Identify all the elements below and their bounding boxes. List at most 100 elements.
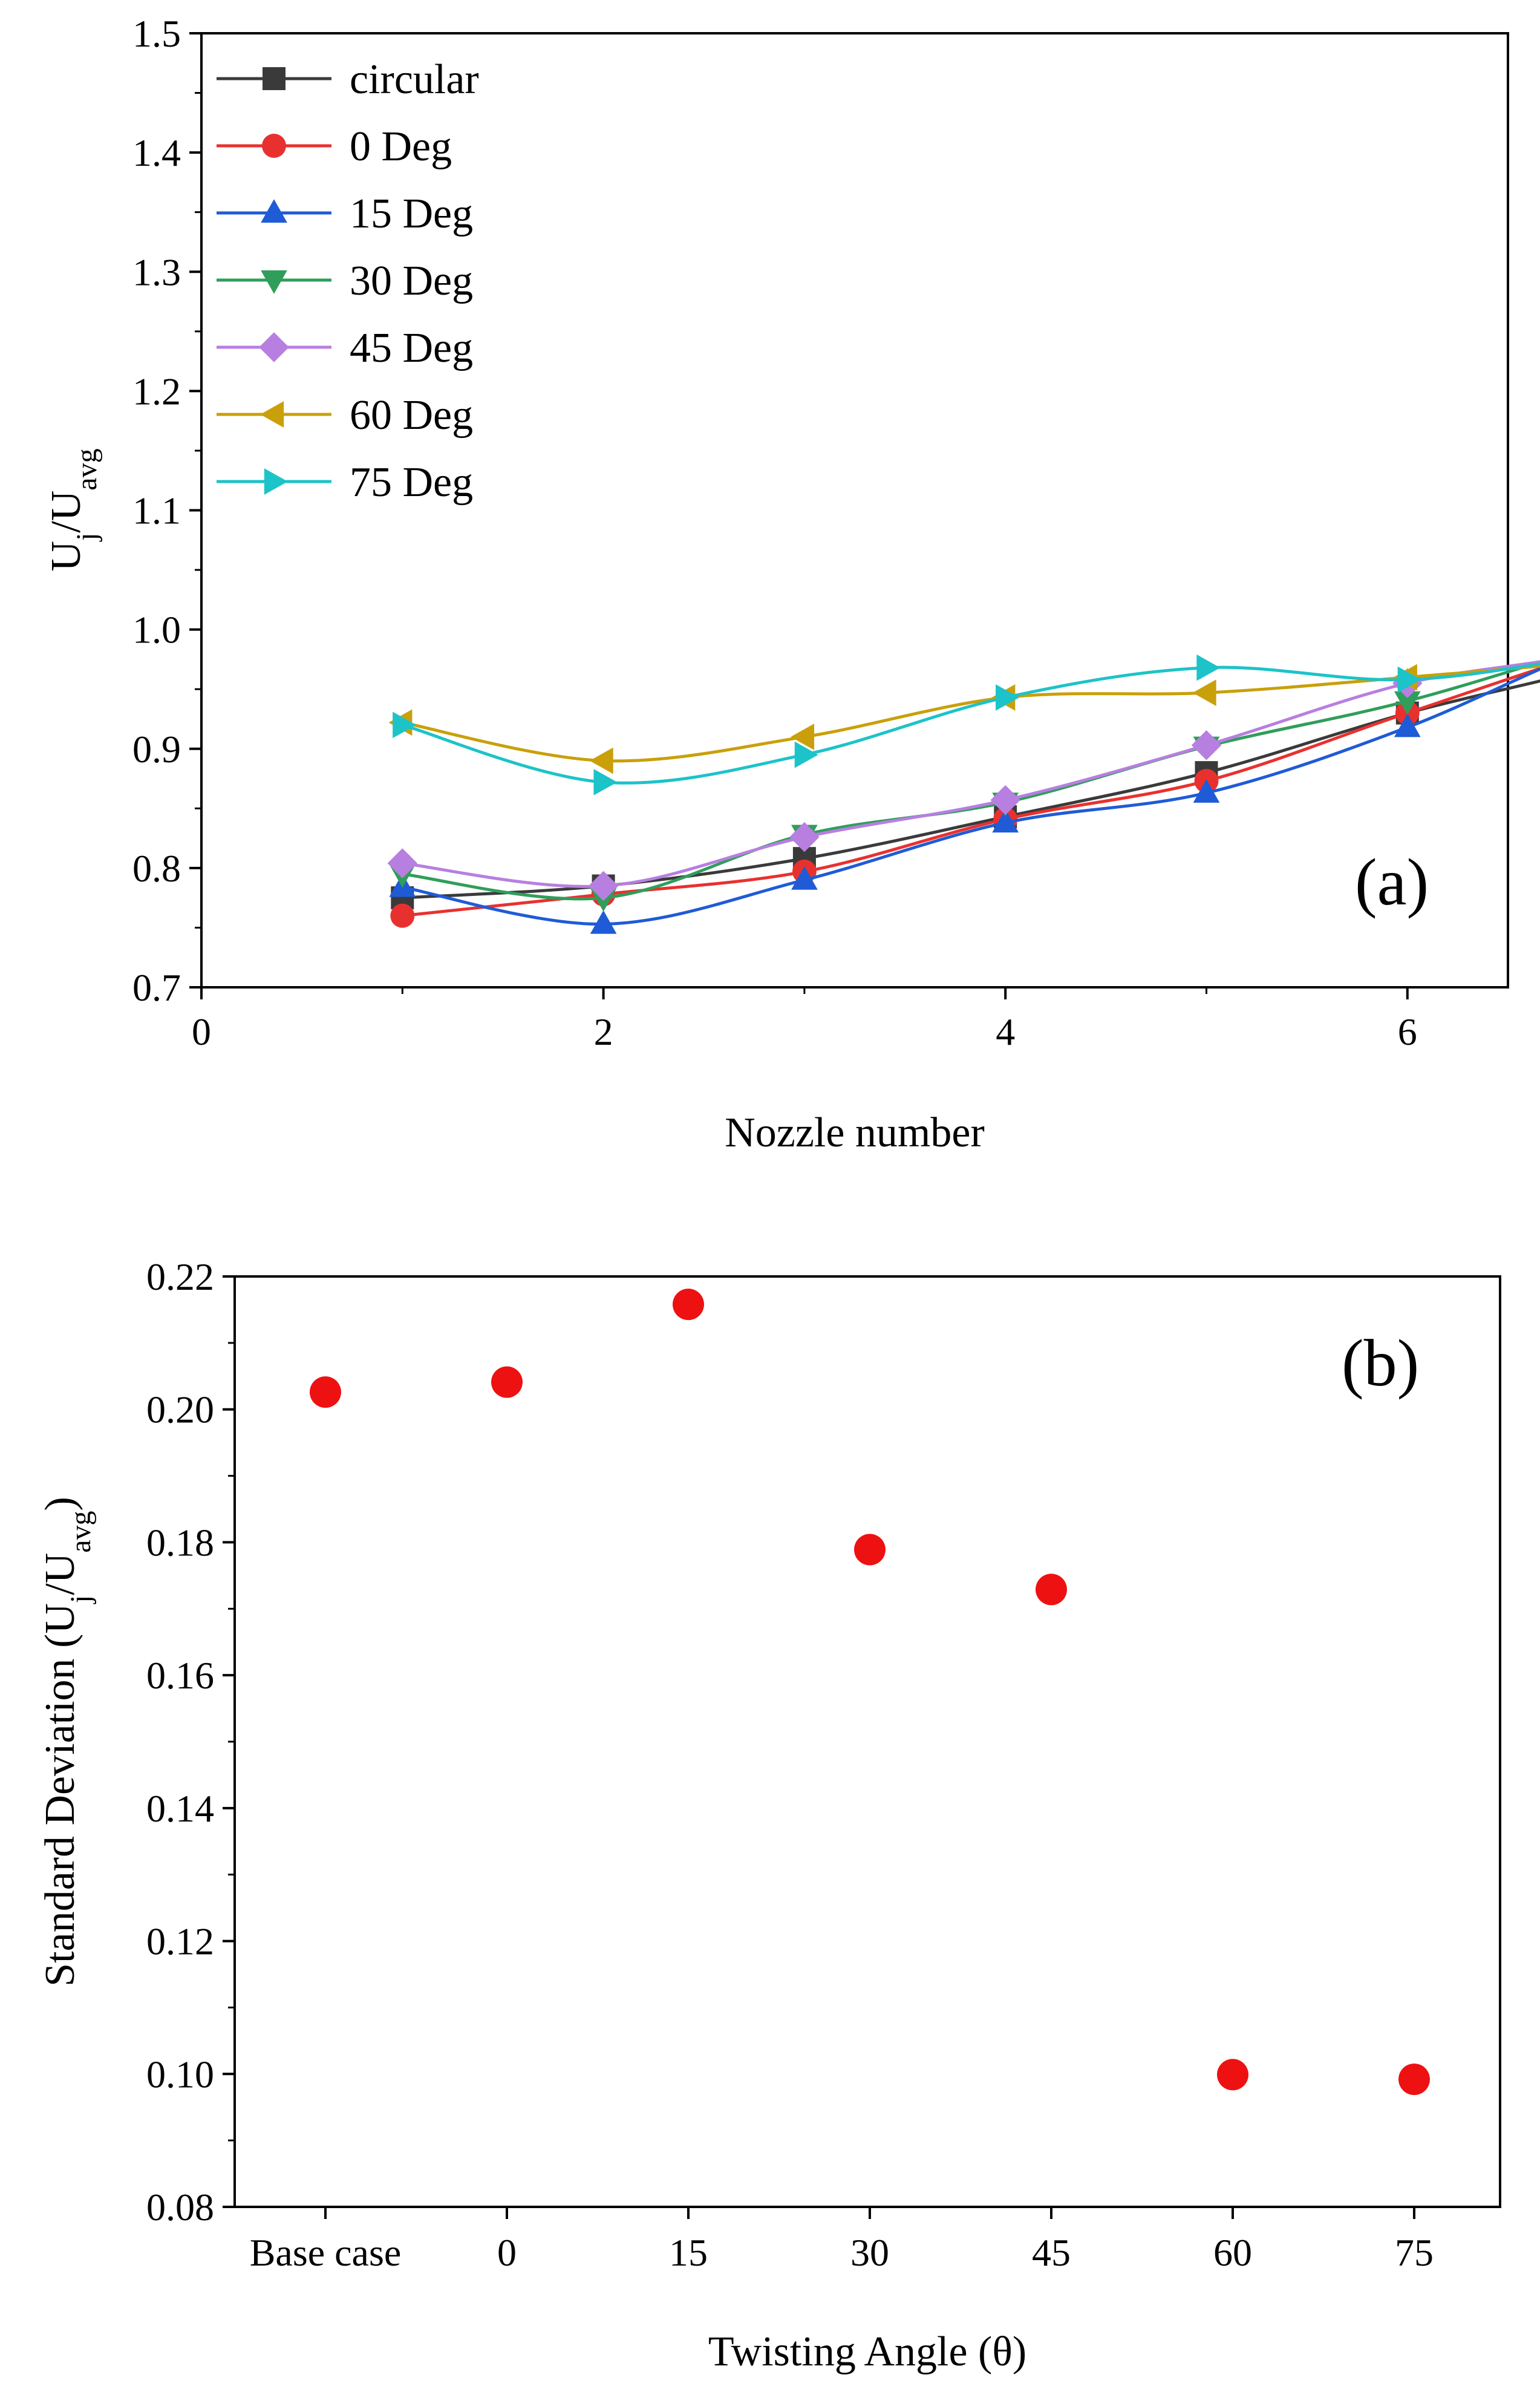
legend-label: circular [350,56,479,103]
legend-label: 0 Deg [350,123,452,170]
y-tick-label: 0.18 [146,1521,214,1564]
data-point [992,809,1019,833]
data-point [588,871,619,901]
y-tick-label: 0.22 [146,1255,214,1298]
y-tick-label: 0.10 [146,2053,214,2096]
panel-b-label: (b) [1342,1326,1419,1400]
data-point [1398,2064,1430,2096]
data-point [996,684,1019,711]
data-point [1217,2059,1248,2091]
series-line [402,664,1540,763]
x-tick-label: Base case [250,2231,402,2274]
legend-item: 45 Deg [217,325,473,371]
data-point [310,1376,341,1408]
panel-a-ticks: 0.70.80.91.01.11.21.31.41.5024681012 [132,12,1417,1053]
data-point [1036,1573,1067,1606]
legend-marker [259,332,289,362]
data-point [387,848,417,878]
legend-item: 30 Deg [217,258,473,304]
x-tick-label: 6 [1398,1010,1417,1053]
panel-a-x-axis-label: Nozzle number [725,1109,985,1156]
x-tick-label: 75 [1395,2231,1434,2274]
panel-b-points [310,1289,1430,2096]
legend-label: 45 Deg [350,325,473,371]
data-point [1196,654,1221,681]
panel-a-y-axis-label: Uj/Uavg [43,448,103,571]
y-tick-label: 0.08 [146,2186,214,2229]
data-point [1394,713,1421,737]
data-point [789,822,820,852]
x-tick-label: 0 [497,2231,517,2274]
data-point [593,769,618,796]
data-point [1192,679,1216,706]
panel-a-plot-frame [200,32,1509,988]
panel-a-label-background [1313,811,1488,962]
data-point [393,711,417,739]
series-circular [391,679,1540,910]
data-point [854,1534,886,1566]
legend-item: 75 Deg [217,459,473,506]
x-tick-label: 0 [192,1010,211,1053]
data-point [791,866,818,890]
y-tick-label: 0.9 [132,728,181,771]
data-point [1191,730,1222,760]
legend-marker [261,199,287,223]
legend-label: 15 Deg [350,191,473,237]
legend-label: 60 Deg [350,392,473,439]
y-tick-label: 1.2 [132,370,181,413]
panel-b-y-axis-label: Standard Deviation (Uj/Uavg) [37,1497,97,1987]
series-75-deg [393,654,1540,796]
legend-item: 0 Deg [217,123,452,170]
series-line [402,660,1540,888]
series-line [402,667,1540,926]
panel-a-series [387,654,1540,934]
y-tick-label: 1.5 [132,12,181,55]
legend-item: 60 Deg [217,392,473,439]
series-line [402,679,1540,900]
panel-b-ticks: 0.08 0.10 0.12 0.14 0.16 0.18 0.20 0.22 Base cas… [146,1255,1434,2274]
data-point [1394,691,1421,715]
y-tick-label: 0.20 [146,1388,214,1431]
y-tick-label: 0.7 [132,966,181,1009]
legend-marker [264,468,288,495]
data-point [390,903,415,928]
panel-b-label-background [1307,1295,1488,1422]
data-point [990,785,1020,815]
data-point [590,910,617,934]
legend-label: 30 Deg [350,258,473,304]
y-tick-label: 0.12 [146,1920,214,1963]
legend-marker [260,401,284,428]
data-point [491,1366,523,1398]
series-line [402,662,1540,785]
x-tick-label: 15 [669,2231,708,2274]
y-tick-label: 1.0 [132,609,181,652]
legend-label: 75 Deg [350,459,473,506]
x-tick-label: 30 [850,2231,889,2274]
x-tick-label: 2 [594,1010,613,1053]
panel-b-x-axis-label: Twisting Angle (θ) [708,2328,1026,2375]
data-point [673,1289,704,1321]
y-tick-label: 0.8 [132,847,181,890]
series-line [402,667,1540,918]
x-tick-label: 45 [1032,2231,1071,2274]
y-tick-label: 1.1 [132,489,181,532]
series-45-deg [387,660,1540,901]
y-tick-label: 0.16 [146,1654,214,1697]
legend-item: circular [217,56,479,103]
panel-b-scatter-chart: 0.08 0.10 0.12 0.14 0.16 0.18 0.20 0.22 Base cas… [37,1255,1501,2375]
series-15-deg [389,667,1540,934]
panel-a-line-chart: 0.70.80.91.01.11.21.31.41.5024681012 cir… [43,12,1540,1156]
y-tick-label: 0.14 [146,1787,214,1830]
panel-a-legend: circular 0 Deg 15 Deg 30 Deg 45 Deg 60 Deg 75 … [217,56,479,506]
data-point [794,741,818,768]
y-tick-label: 1.3 [132,250,181,293]
data-point [791,724,815,750]
legend-marker [261,270,287,294]
legend-marker [263,67,285,90]
series-60-deg [388,664,1540,774]
y-tick-label: 1.4 [132,131,181,174]
data-point [1397,666,1421,693]
x-tick-label: 4 [996,1010,1015,1053]
data-point [589,747,613,774]
